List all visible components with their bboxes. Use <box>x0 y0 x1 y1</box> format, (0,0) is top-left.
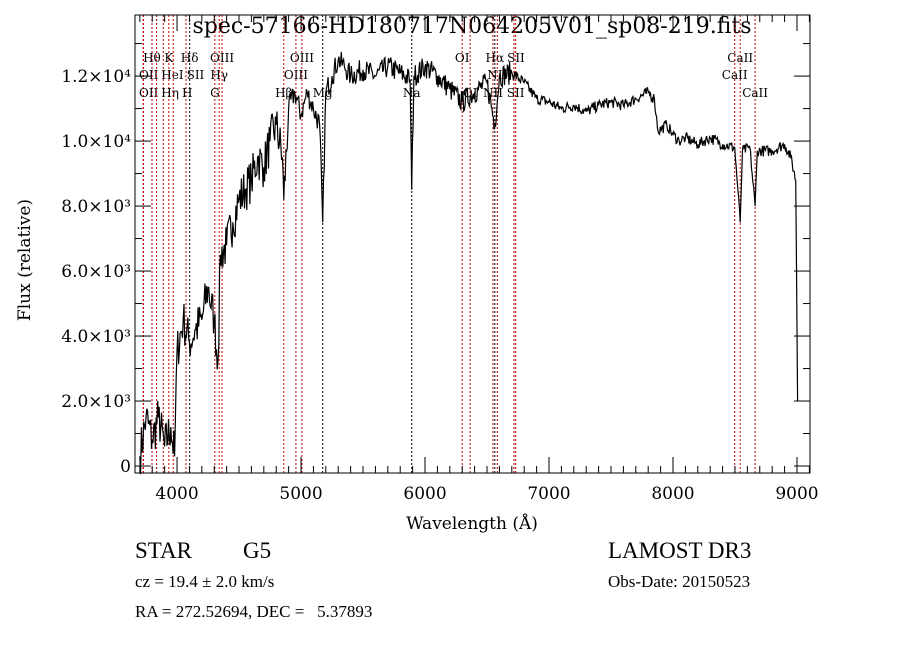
x-tick-label: 7000 <box>527 484 570 504</box>
redshift-cz: cz = 19.4 ± 2.0 km/s <box>135 572 275 591</box>
line-marker-label: H <box>182 86 192 100</box>
y-tick-label: 8.0×10³ <box>61 197 131 217</box>
line-marker-label: Hβ <box>275 86 292 100</box>
x-tick-label: 9000 <box>775 484 818 504</box>
line-marker-label: OII <box>139 68 159 82</box>
line-marker-label: Na <box>403 86 421 100</box>
y-axis-label: Flux (relative) <box>15 199 35 321</box>
subclass: G5 <box>243 538 272 563</box>
line-marker-label: OIII <box>210 51 234 65</box>
line-marker-label: Hδ <box>181 51 199 65</box>
line-marker-label: OII <box>139 86 159 100</box>
line-marker-label: HeI <box>161 68 184 82</box>
plot-frame <box>134 14 811 474</box>
y-tick-label: 2.0×10³ <box>61 392 131 412</box>
line-marker-label: SII <box>507 51 525 65</box>
y-tick-label: 1.2×10⁴ <box>61 67 131 87</box>
line-marker-label: OIII <box>284 68 308 82</box>
x-axis-label: Wavelength (Å) <box>406 513 538 534</box>
line-marker-label: CaII <box>722 68 748 82</box>
obs-date: Obs-Date: 20150523 <box>608 572 751 591</box>
ra-dec: RA = 272.52694, DEC = 5.37893 <box>135 602 373 621</box>
line-marker-label: Mg <box>313 86 333 100</box>
spectrum-series <box>139 51 799 475</box>
x-tick-label: 6000 <box>403 484 446 504</box>
line-marker-label: CaII <box>742 86 768 100</box>
y-tick-label: 6.0×10³ <box>61 262 131 282</box>
y-tick-label: 4.0×10³ <box>61 327 131 347</box>
line-marker-label: Hα <box>486 51 505 65</box>
line-marker-label: Hη <box>161 86 179 100</box>
line-marker-label: G <box>210 86 220 100</box>
line-marker-label: Hγ <box>210 68 228 82</box>
line-marker-label: OIII <box>290 51 314 65</box>
x-tick-label: 8000 <box>651 484 694 504</box>
x-tick-label: 4000 <box>155 484 198 504</box>
y-tick-label: 1.0×10⁴ <box>61 132 131 152</box>
spectrum-line <box>139 51 799 475</box>
object-class: STAR <box>135 538 192 563</box>
line-marker-label: NII <box>483 86 503 100</box>
axes: 4000 5000 6000 7000 8000 9000 0 2.0×10³ 4.0×10³ 6… <box>61 15 819 504</box>
line-marker-label: Hθ <box>143 51 161 65</box>
x-tick-label: 5000 <box>279 484 322 504</box>
line-marker-label: SII <box>507 86 525 100</box>
line-marker-label: SII <box>187 68 205 82</box>
line-marker-label: OI <box>455 51 470 65</box>
line-marker-label: K <box>164 51 174 65</box>
y-tick-label: 0 <box>120 457 131 477</box>
line-marker-label: CaII <box>727 51 753 65</box>
survey-label: LAMOST DR3 <box>608 538 752 563</box>
chart-title: spec-57166-HD180717N064205V01_sp08-219.f… <box>192 14 751 39</box>
